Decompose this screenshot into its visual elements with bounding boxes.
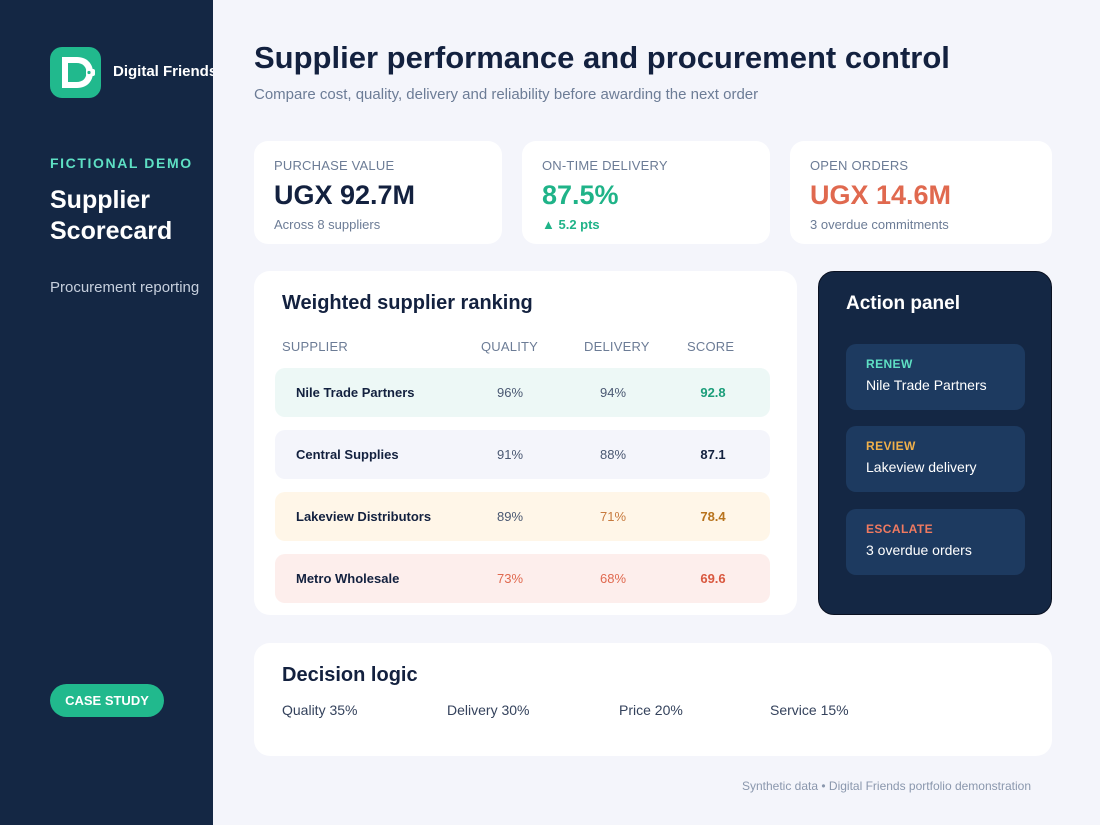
table-row[interactable]: Nile Trade Partners 96% 94% 92.8	[275, 368, 770, 417]
sidebar: Digital Friends FICTIONAL DEMO Supplier …	[0, 0, 213, 825]
supplier-name: Central Supplies	[296, 447, 399, 462]
kpi-value: 87.5%	[542, 180, 619, 210]
demo-eyebrow: FICTIONAL DEMO	[50, 155, 193, 171]
weight-service: Service 15%	[770, 702, 849, 718]
brand-logo-icon	[50, 47, 101, 98]
quality-value: 91%	[496, 447, 524, 462]
delivery-value: 88%	[599, 447, 627, 462]
sidebar-subtitle: Procurement reporting	[50, 279, 200, 296]
kpi-card-open-orders: OPEN ORDERS UGX 14.6M 3 overdue commitme…	[790, 141, 1052, 244]
page-subtitle: Compare cost, quality, delivery and reli…	[254, 86, 759, 103]
brand-name: Digital Friends	[113, 63, 213, 80]
action-tag: RENEW	[866, 357, 913, 371]
column-header-delivery: DELIVERY	[584, 339, 650, 354]
score-value: 92.8	[700, 385, 726, 400]
supplier-ranking-card: Weighted supplier ranking SUPPLIER QUALI…	[254, 271, 797, 615]
score-value: 87.1	[700, 447, 726, 462]
quality-value: 96%	[496, 385, 524, 400]
kpi-note: Across 8 suppliers	[274, 217, 381, 232]
kpi-card-purchase-value: PURCHASE VALUE UGX 92.7M Across 8 suppli…	[254, 141, 502, 244]
action-tag: REVIEW	[866, 439, 916, 453]
score-value: 78.4	[700, 509, 726, 524]
action-panel: Action panel RENEW Nile Trade Partners R…	[818, 271, 1052, 615]
action-item-review[interactable]: REVIEW Lakeview delivery	[846, 426, 1025, 492]
decision-logic-card: Decision logic Quality 35% Delivery 30% …	[254, 643, 1052, 756]
kpi-value: UGX 14.6M	[810, 180, 952, 210]
case-study-badge[interactable]: CASE STUDY	[50, 684, 164, 717]
column-header-quality: QUALITY	[481, 339, 539, 354]
action-item-renew[interactable]: RENEW Nile Trade Partners	[846, 344, 1025, 410]
weight-price: Price 20%	[619, 702, 683, 718]
action-panel-title: Action panel	[846, 293, 961, 314]
delivery-value: 71%	[599, 509, 627, 524]
table-row[interactable]: Central Supplies 91% 88% 87.1	[275, 430, 770, 479]
column-header-supplier: SUPPLIER	[282, 339, 348, 354]
column-header-score: SCORE	[687, 339, 735, 354]
weight-delivery: Delivery 30%	[447, 702, 530, 718]
table-row[interactable]: Lakeview Distributors 89% 71% 78.4	[275, 492, 770, 541]
quality-value: 89%	[496, 509, 524, 524]
kpi-label: OPEN ORDERS	[810, 158, 909, 173]
action-text: 3 overdue orders	[866, 542, 972, 558]
delivery-value: 94%	[599, 385, 627, 400]
kpi-note: 3 overdue commitments	[810, 217, 949, 232]
supplier-name: Metro Wholesale	[296, 571, 400, 586]
kpi-card-on-time-delivery: ON-TIME DELIVERY 87.5% ▲ 5.2 pts	[522, 141, 770, 244]
delivery-value: 68%	[599, 571, 627, 586]
action-tag: ESCALATE	[866, 522, 933, 536]
action-text: Nile Trade Partners	[866, 377, 987, 393]
supplier-name: Nile Trade Partners	[296, 385, 415, 400]
kpi-label: ON-TIME DELIVERY	[542, 158, 668, 173]
action-item-escalate[interactable]: ESCALATE 3 overdue orders	[846, 509, 1025, 575]
supplier-name: Lakeview Distributors	[296, 509, 432, 524]
quality-value: 73%	[496, 571, 524, 586]
weight-quality: Quality 35%	[282, 702, 358, 718]
kpi-trend: ▲ 5.2 pts	[542, 217, 600, 232]
kpi-label: PURCHASE VALUE	[274, 158, 395, 173]
score-value: 69.6	[700, 571, 726, 586]
table-row[interactable]: Metro Wholesale 73% 68% 69.6	[275, 554, 770, 603]
page-title: Supplier performance and procurement con…	[254, 40, 950, 75]
sidebar-title: Supplier Scorecard	[50, 186, 173, 245]
decision-logic-title: Decision logic	[282, 664, 418, 686]
ranking-title: Weighted supplier ranking	[282, 292, 533, 314]
footer-note: Synthetic data • Digital Friends portfol…	[741, 779, 1031, 793]
action-text: Lakeview delivery	[866, 459, 977, 475]
kpi-value: UGX 92.7M	[274, 180, 416, 210]
